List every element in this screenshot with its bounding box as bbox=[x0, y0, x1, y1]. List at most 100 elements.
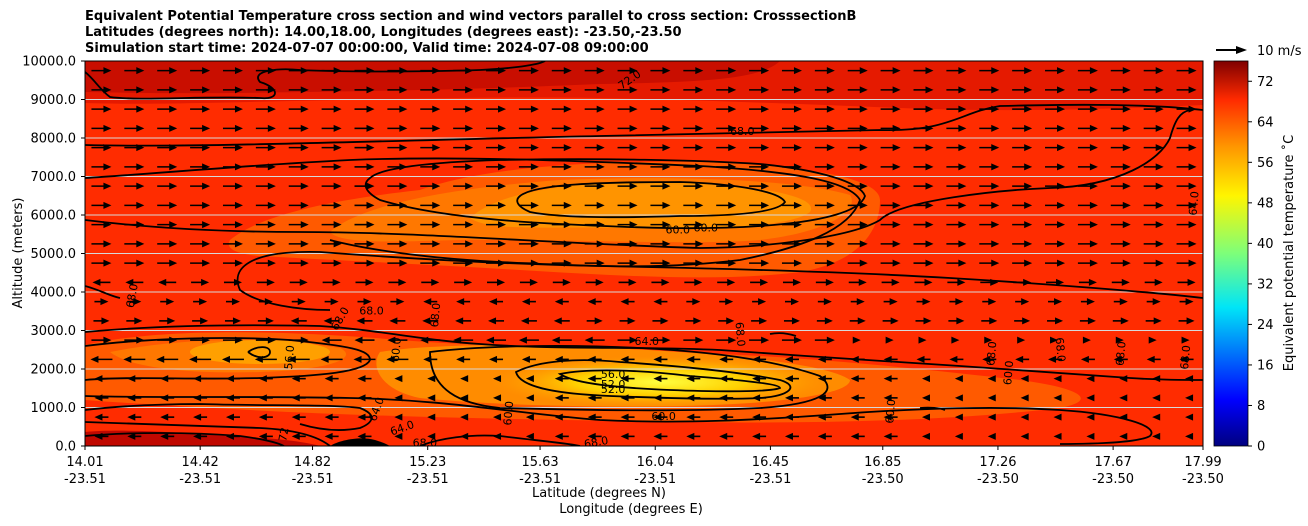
wind-arrow-head bbox=[366, 124, 375, 132]
wind-arrow-head bbox=[167, 317, 176, 325]
wind-arrow-head bbox=[234, 182, 243, 190]
wind-arrow-head bbox=[949, 355, 958, 363]
wind-arrow-head bbox=[333, 201, 342, 209]
wind-arrow-head bbox=[357, 375, 366, 383]
wind-arrow-head bbox=[1020, 432, 1029, 440]
wind-arrow-head bbox=[1024, 163, 1033, 171]
wind-arrow-head bbox=[988, 298, 997, 306]
wind-arrow-head bbox=[991, 221, 1000, 229]
wind-arrow-head bbox=[596, 144, 605, 152]
wind-arrow-head bbox=[103, 124, 112, 132]
contour-label: 68.0 bbox=[583, 434, 609, 451]
wind-arrow-head bbox=[584, 336, 593, 344]
wind-arrow-head bbox=[366, 163, 375, 171]
wind-arrow-head bbox=[620, 375, 629, 383]
wind-arrow-head bbox=[333, 259, 342, 267]
wind-arrow-head bbox=[432, 163, 441, 171]
wind-arrow-head bbox=[1122, 124, 1131, 132]
wind-arrow-head bbox=[169, 124, 178, 132]
wind-arrow-head bbox=[1120, 317, 1129, 325]
wind-arrow-head bbox=[530, 163, 539, 171]
wind-arrow-head bbox=[1154, 278, 1163, 286]
wind-key-label: 10 m/s bbox=[1257, 44, 1302, 59]
wind-arrow-head bbox=[958, 86, 967, 94]
wind-arrow-head bbox=[530, 182, 539, 190]
y-tick-label: 0.0 bbox=[55, 440, 76, 455]
wind-arrow-head bbox=[563, 105, 572, 113]
wind-arrow-head bbox=[225, 413, 234, 421]
wind-arrow-head bbox=[92, 278, 101, 286]
colorbar-tick-label: 16 bbox=[1257, 358, 1274, 373]
wind-arrow-head bbox=[987, 432, 996, 440]
wind-arrow-head bbox=[889, 298, 898, 306]
wind-arrow-head bbox=[662, 124, 671, 132]
wind-arrow-head bbox=[761, 124, 770, 132]
wind-arrow-head bbox=[1086, 394, 1095, 402]
contour-label: 60.0 bbox=[501, 400, 516, 426]
wind-arrow-head bbox=[629, 105, 638, 113]
wind-arrow-head bbox=[1022, 317, 1031, 325]
x-axis-label-longitude: Longitude (degrees E) bbox=[559, 502, 703, 517]
wind-arrow-head bbox=[1053, 432, 1062, 440]
wind-arrow-head bbox=[1015, 355, 1024, 363]
wind-arrow-head bbox=[761, 201, 770, 209]
wind-arrow-head bbox=[925, 182, 934, 190]
wind-arrow-head bbox=[695, 240, 704, 248]
wind-arrow-head bbox=[728, 105, 737, 113]
wind-arrow-head bbox=[563, 86, 572, 94]
wind-arrow-head bbox=[333, 144, 342, 152]
wind-arrow-head bbox=[826, 67, 835, 75]
wind-arrow-head bbox=[885, 336, 894, 344]
wind-arrow-head bbox=[399, 240, 408, 248]
x-tick-label-lat: 16.85 bbox=[864, 455, 901, 470]
contour-label: 68.0 bbox=[1053, 337, 1068, 363]
wind-arrow-head bbox=[199, 298, 208, 306]
wind-arrow-head bbox=[859, 86, 868, 94]
wind-arrow-head bbox=[662, 201, 671, 209]
contour-label: 68.0 bbox=[1113, 341, 1128, 367]
wind-arrow-head bbox=[826, 144, 835, 152]
wind-arrow-head bbox=[793, 201, 802, 209]
wind-arrow-head bbox=[662, 221, 671, 229]
wind-arrow-head bbox=[234, 105, 243, 113]
wind-arrow-head bbox=[460, 394, 469, 402]
contour-label: 68.0 bbox=[984, 341, 999, 367]
wind-arrow-head bbox=[918, 336, 927, 344]
wind-arrow-head bbox=[826, 259, 835, 267]
grid-lines bbox=[85, 99, 1203, 408]
wind-arrow-head bbox=[883, 375, 892, 383]
wind-arrow-head bbox=[1057, 67, 1066, 75]
wind-arrow-head bbox=[792, 278, 801, 286]
wind-arrow-head bbox=[563, 201, 572, 209]
wind-arrow-head bbox=[596, 86, 605, 94]
wind-arrow-head bbox=[793, 86, 802, 94]
y-tick-label: 2000.0 bbox=[31, 363, 77, 378]
wind-arrow-head bbox=[267, 105, 276, 113]
wind-arrow-head bbox=[826, 201, 835, 209]
wind-arrow-head bbox=[169, 67, 178, 75]
wind-arrow-head bbox=[498, 124, 507, 132]
wind-arrow-head bbox=[695, 221, 704, 229]
wind-arrow-head bbox=[290, 317, 299, 325]
wind-arrow-head bbox=[883, 394, 892, 402]
wind-arrow-head bbox=[859, 259, 868, 267]
wind-arrow-head bbox=[857, 317, 866, 325]
wind-arrow-head bbox=[596, 163, 605, 171]
wind-arrow-head bbox=[653, 375, 662, 383]
contour-label: 56.0 bbox=[282, 345, 297, 371]
wind-arrow-head bbox=[267, 221, 276, 229]
y-tick-label: 10000.0 bbox=[22, 55, 76, 70]
wind-arrow-head bbox=[1122, 201, 1131, 209]
wind-arrow-head bbox=[234, 144, 243, 152]
wind-arrow-head bbox=[784, 432, 793, 440]
wind-arrow-head bbox=[431, 278, 440, 286]
wind-arrow-head bbox=[158, 278, 167, 286]
x-tick-label-lat: 15.63 bbox=[521, 455, 558, 470]
wind-arrow-head bbox=[662, 240, 671, 248]
wind-arrow-head bbox=[859, 221, 868, 229]
wind-arrow-head bbox=[267, 201, 276, 209]
wind-arrow-head bbox=[826, 240, 835, 248]
wind-arrow-head bbox=[955, 298, 964, 306]
wind-arrow-head bbox=[423, 355, 432, 363]
wind-arrow-head bbox=[784, 355, 793, 363]
